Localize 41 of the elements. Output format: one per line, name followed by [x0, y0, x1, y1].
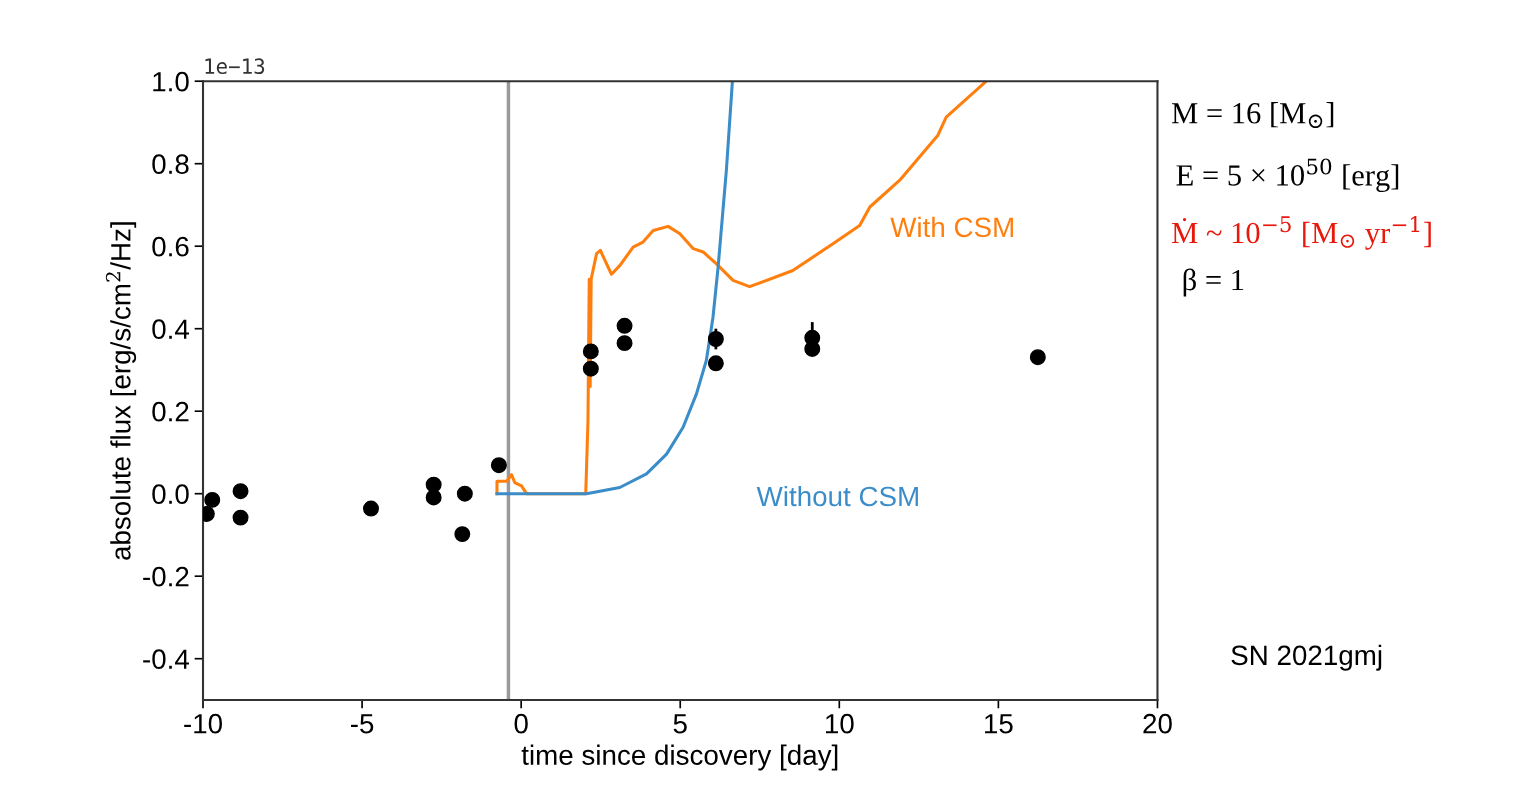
y-tick-label: 1.0 [153, 71, 189, 92]
point [425, 489, 442, 506]
text: E = 5 × 10$^{50}$ [erg] [1176, 158, 1399, 192]
point [204, 491, 221, 508]
x-tick-label: 10 [825, 713, 854, 734]
point [232, 509, 249, 526]
x-tick-label: 0 [514, 713, 528, 734]
x-tick-label: -10 [184, 713, 222, 734]
point [363, 500, 379, 517]
x-axis-title: time since discovery [day] [521, 744, 838, 771]
x-tick-label: 15 [985, 714, 1013, 734]
point [1029, 349, 1046, 366]
point [616, 335, 633, 352]
y-tick-label: 0.2 [152, 401, 189, 422]
x-tick-label: -5 [350, 714, 374, 734]
y-tick-label: 0.6 [152, 236, 189, 257]
point [232, 483, 249, 500]
point [707, 355, 724, 372]
series-label: With CSM [890, 216, 1013, 238]
point [456, 485, 473, 502]
point [582, 360, 599, 377]
text: 1e−13 [205, 58, 265, 75]
point [616, 317, 633, 334]
y-axis-title: absolute flux [erg/s/cm$^{2}$/Hz] [105, 222, 137, 560]
text: Without CSM [756, 485, 918, 507]
y-tick-label: 0.4 [152, 319, 190, 340]
text: SN 2021gmj [1231, 644, 1382, 671]
text: Ṁ ~ 10$^{−5}$ [M$_{⊙}$ yr$^{−1}$] [1171, 216, 1431, 250]
y-tick-label: -0.4 [143, 649, 190, 670]
point [707, 331, 724, 347]
line-series [495, 81, 734, 496]
point [490, 457, 507, 474]
point [582, 343, 599, 360]
point [454, 526, 471, 543]
x-tick-label: 20 [1143, 713, 1172, 734]
y-tick-label: 0.0 [152, 484, 189, 505]
y-tick-label: 0.8 [152, 154, 189, 175]
text: β = 1 [1183, 268, 1244, 297]
text: M = 16 [M$_{⊙}$] [1171, 102, 1334, 129]
y-tick-label: -0.2 [143, 566, 189, 587]
x-tick-label: 5 [673, 714, 687, 734]
